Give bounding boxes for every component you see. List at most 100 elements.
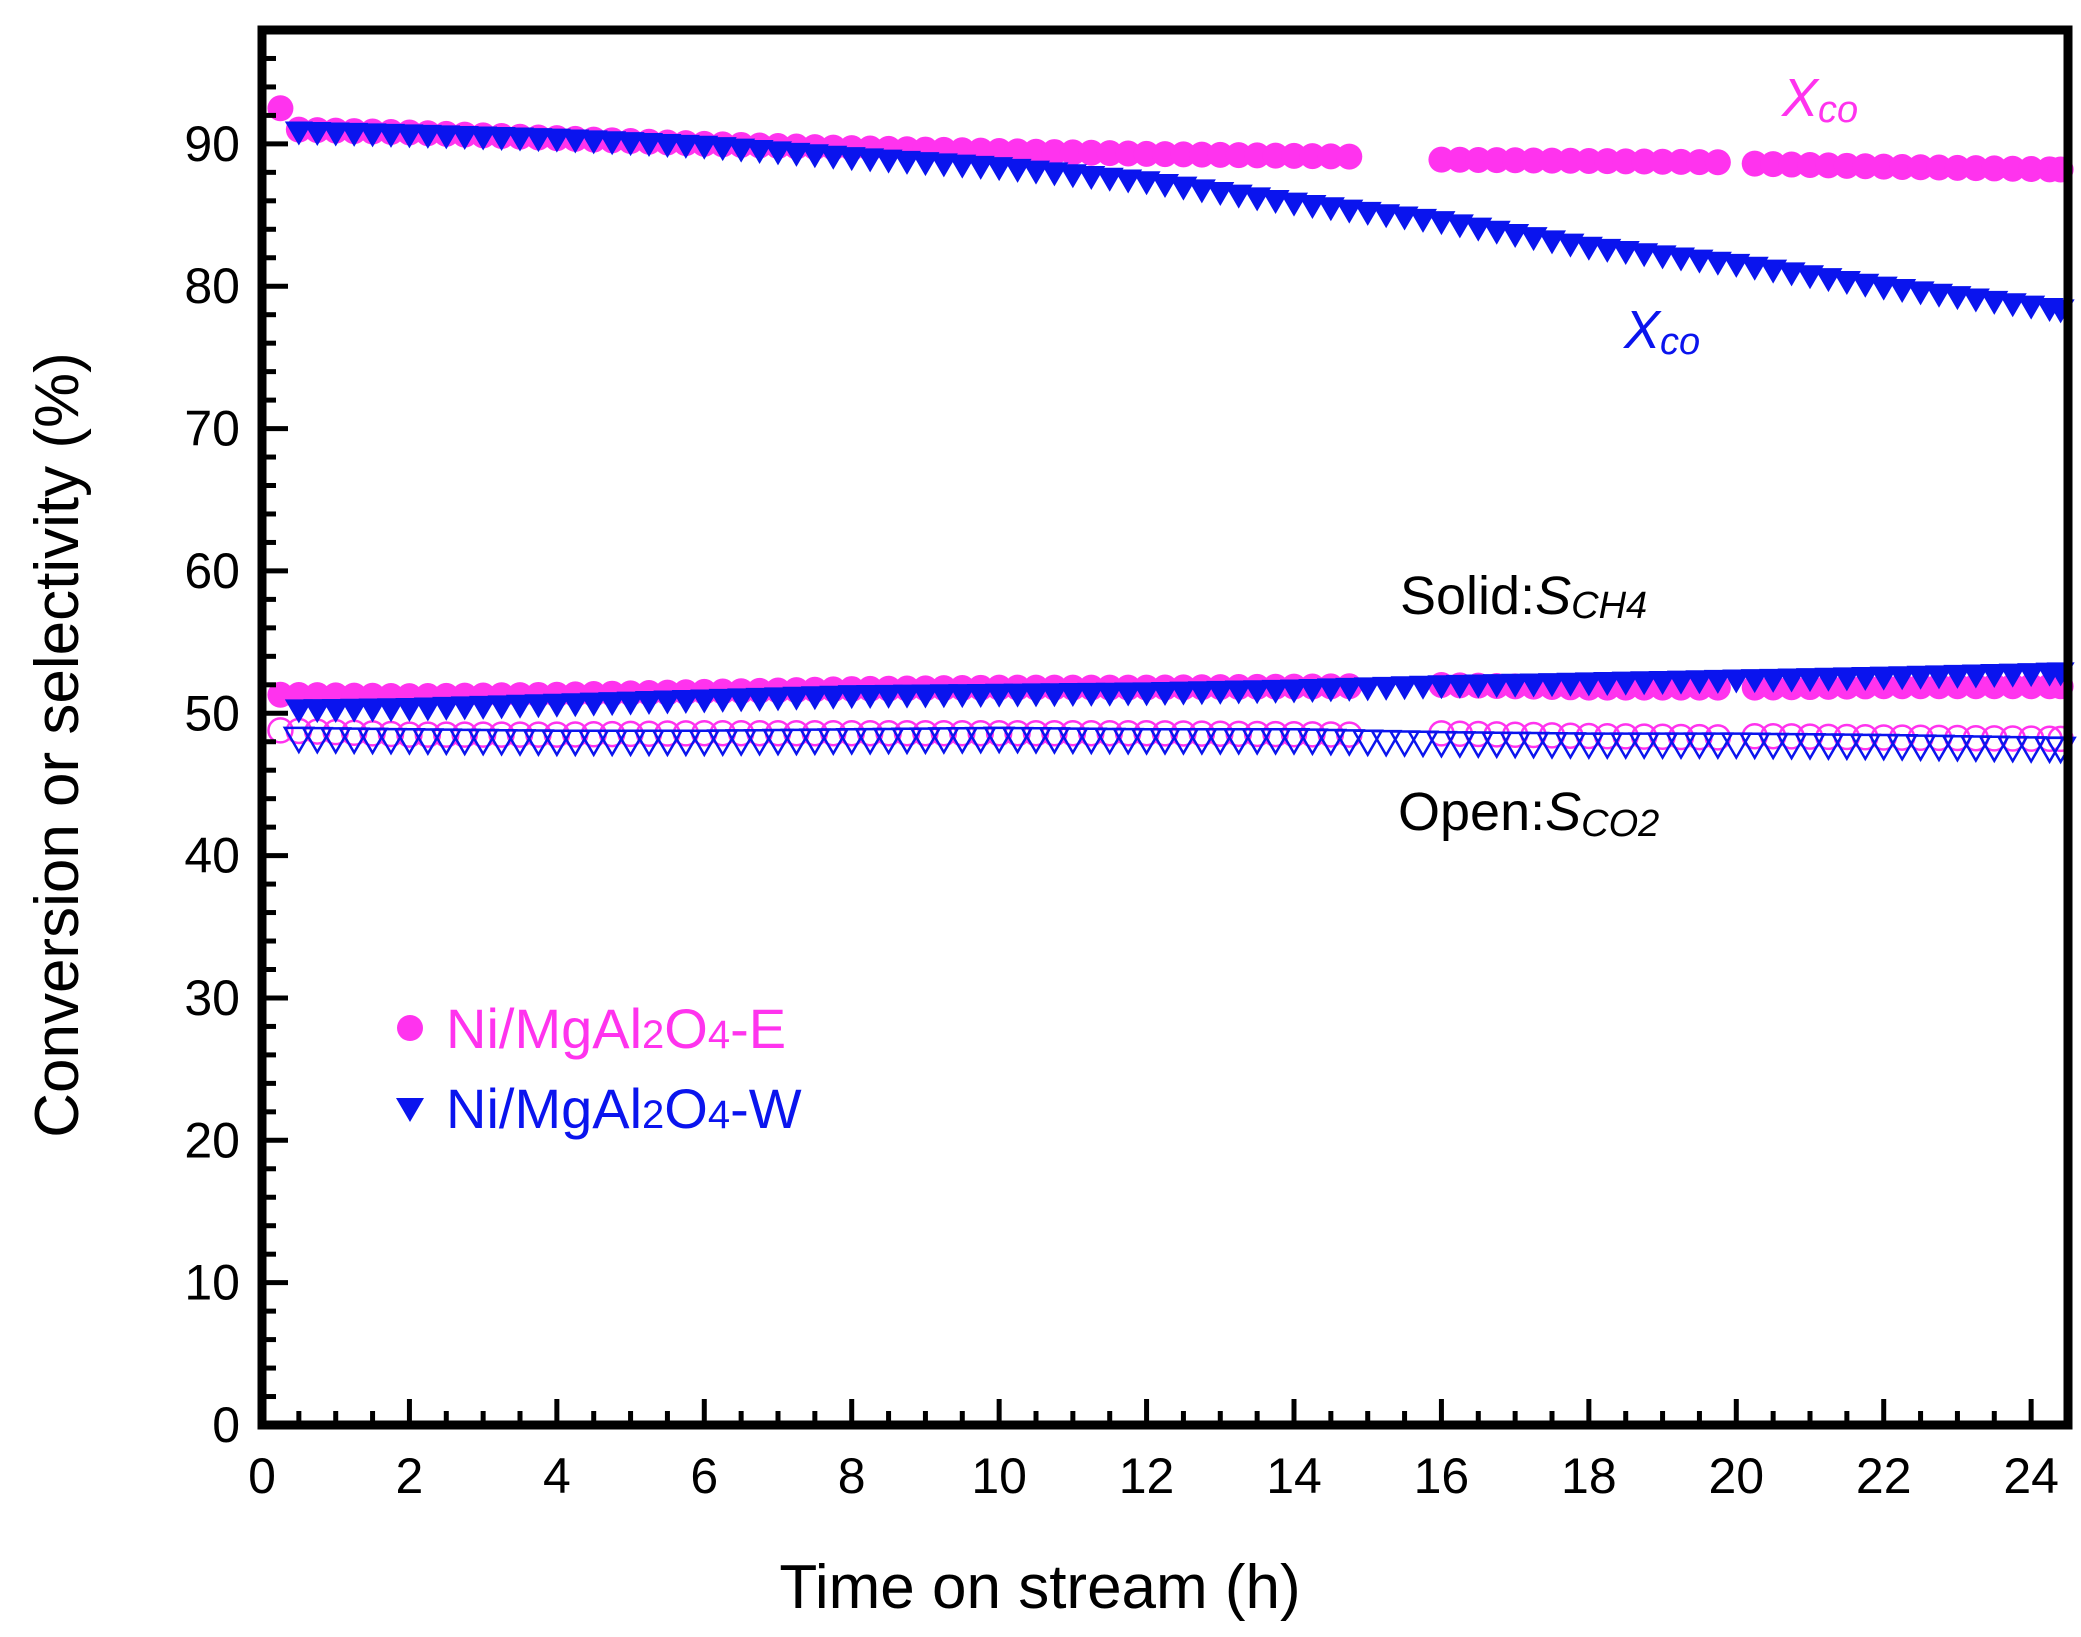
data-point — [853, 727, 887, 756]
data-point — [708, 688, 737, 713]
data-point — [356, 727, 389, 756]
annotation-xco-e-sub: co — [1818, 89, 1858, 131]
data-point — [800, 686, 829, 711]
data-point — [1999, 155, 2026, 182]
data-point — [1741, 150, 1768, 177]
data-point — [872, 727, 905, 756]
data-point — [1557, 147, 1584, 174]
data-point — [1093, 727, 1126, 756]
data-point — [1756, 732, 1790, 761]
data-point — [1998, 663, 2027, 688]
data-point — [503, 729, 537, 757]
data-point — [432, 696, 461, 721]
data-point — [1280, 679, 1308, 704]
data-point — [450, 125, 479, 150]
data-point — [1058, 683, 1087, 708]
data-point — [1538, 673, 1566, 698]
data-point — [1630, 671, 1659, 696]
data-point — [616, 132, 645, 157]
data-point — [561, 693, 590, 718]
data-point — [690, 135, 719, 160]
data-point — [595, 729, 629, 758]
data-point — [1133, 140, 1160, 167]
data-point — [743, 728, 776, 757]
data-point — [1611, 671, 1640, 696]
data-point — [1222, 728, 1255, 756]
data-point — [635, 691, 663, 716]
data-point — [1869, 666, 1898, 691]
data-point — [1462, 731, 1495, 759]
data-point — [1981, 155, 2008, 182]
data-point — [1187, 681, 1216, 706]
data-point — [966, 683, 995, 708]
data-point — [706, 729, 739, 758]
data-point — [817, 728, 850, 756]
data-point — [1519, 673, 1548, 698]
series-ni-mgal2o4-w-xco — [284, 121, 2075, 324]
data-point — [1980, 664, 2009, 689]
data-point — [1832, 667, 1861, 692]
legend-w-mid: O — [664, 1077, 708, 1140]
data-point — [524, 128, 553, 153]
data-point — [1649, 148, 1676, 175]
data-point — [1906, 665, 1935, 690]
data-point — [1317, 143, 1344, 170]
data-point — [1078, 139, 1105, 166]
data-point — [874, 149, 903, 174]
data-point — [321, 122, 350, 147]
data-point — [1812, 733, 1845, 761]
data-point — [1962, 155, 1989, 182]
data-point — [1077, 682, 1106, 707]
data-point — [1353, 677, 1382, 702]
data-point — [1996, 735, 2029, 764]
data-point — [1664, 732, 1698, 761]
data-point — [303, 699, 332, 724]
data-point — [727, 688, 756, 713]
data-point — [1502, 147, 1529, 174]
data-point — [540, 729, 574, 758]
data-point — [319, 727, 352, 755]
data-point — [413, 697, 442, 722]
data-point — [303, 121, 332, 146]
data-point — [393, 728, 426, 756]
data-point — [1922, 734, 1956, 763]
annotation-xco-w: Xco — [1622, 300, 1700, 363]
data-point — [1978, 735, 2011, 764]
data-point — [1941, 734, 1974, 763]
y-tick-label: 0 — [212, 1397, 240, 1453]
data-point — [1701, 732, 1735, 761]
data-point — [1298, 678, 1327, 703]
annotation-xco-w-main: X — [1622, 300, 1662, 360]
data-point — [1925, 665, 1953, 690]
data-point — [1535, 731, 1569, 760]
data-point — [1797, 151, 1823, 178]
data-point — [1627, 732, 1661, 761]
y-tick-label: 70 — [184, 401, 240, 457]
data-point — [1041, 139, 1068, 166]
data-point — [1022, 683, 1050, 708]
data-point — [782, 142, 811, 167]
legend-e-sub2: 4 — [708, 1013, 730, 1057]
data-point — [1167, 728, 1200, 756]
data-point — [579, 692, 608, 717]
data-point — [1926, 154, 1952, 181]
data-point — [2017, 663, 2046, 688]
data-point — [1907, 154, 1934, 181]
data-point — [669, 729, 703, 758]
data-point — [487, 127, 516, 152]
data-point — [448, 728, 481, 757]
data-point — [1867, 733, 1900, 762]
data-point — [837, 685, 866, 710]
data-point — [614, 729, 647, 758]
data-point — [1830, 733, 1864, 762]
data-point — [1793, 733, 1827, 761]
data-point — [798, 728, 832, 757]
data-point — [1003, 683, 1032, 708]
data-point — [1483, 147, 1510, 174]
data-point — [1738, 732, 1771, 761]
y-axis-title: Conversion or selectivity (%) — [23, 352, 92, 1138]
data-point — [1686, 149, 1713, 176]
legend-w-sub1: 2 — [642, 1093, 664, 1137]
data-point — [985, 683, 1014, 708]
